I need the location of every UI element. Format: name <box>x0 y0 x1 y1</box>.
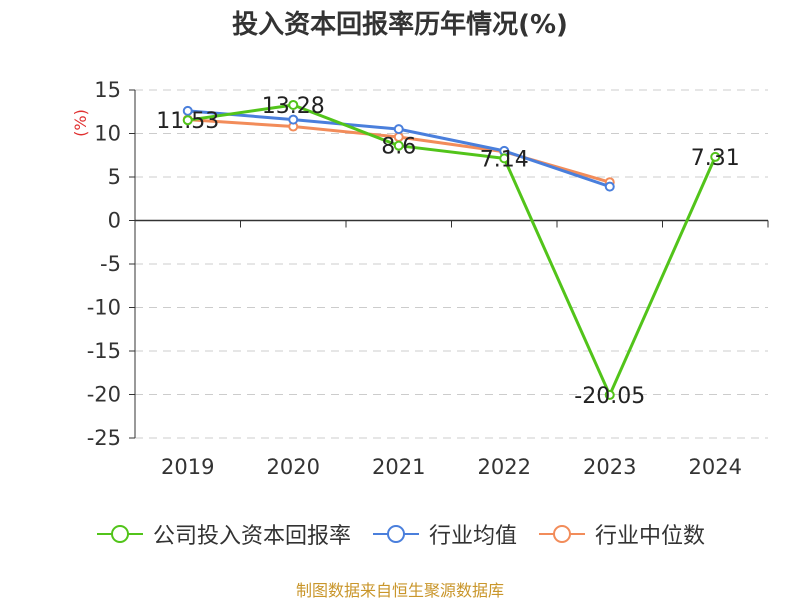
data-label: 7.14 <box>480 147 529 172</box>
x-tick-label: 2022 <box>478 455 531 479</box>
y-tick-label: -5 <box>100 252 121 276</box>
y-tick-label: -25 <box>87 426 121 450</box>
data-point <box>182 115 193 126</box>
legend-item-industry-mean[interactable]: 行业均值 <box>371 518 517 550</box>
series-line <box>187 103 717 397</box>
data-label: 13.28 <box>262 94 325 119</box>
x-tick-label: 2019 <box>161 455 214 479</box>
y-tick-label: 0 <box>108 209 121 233</box>
data-source: 制图数据来自恒生聚源数据库 <box>295 581 504 600</box>
data-point <box>710 151 721 162</box>
chart-title: 投入资本回报率历年情况(%) <box>232 10 568 40</box>
y-tick-label: -10 <box>87 296 121 320</box>
data-point <box>604 181 615 192</box>
legend-item-company[interactable]: 公司投入资本回报率 <box>95 518 351 550</box>
line-chart: 15 10 5 0 -5 -10 -15 -20 -25 2019 2020 2021 2022 2023… <box>87 78 769 479</box>
legend-item-industry-median[interactable]: 行业中位数 <box>537 518 705 550</box>
chart-legend: 公司投入资本回报率 行业均值 行业中位数 <box>0 518 800 550</box>
data-point <box>288 99 299 110</box>
legend-line-marker-icon <box>96 525 143 543</box>
y-tick-label: 5 <box>108 165 121 189</box>
legend-label: 公司投入资本回报率 <box>152 524 351 549</box>
data-label: -20.05 <box>574 384 645 409</box>
data-label: 8.6 <box>381 135 416 160</box>
data-point <box>499 153 510 164</box>
data-point <box>604 389 615 400</box>
y-tick-label: -20 <box>87 383 121 407</box>
x-tick-label: 2024 <box>689 455 742 479</box>
y-tick-label: 15 <box>94 78 121 102</box>
x-tick-label: 2023 <box>583 455 636 479</box>
data-label: 7.31 <box>691 146 740 171</box>
data-point <box>393 140 404 151</box>
legend-label: 行业中位数 <box>595 524 706 549</box>
legend-label: 行业均值 <box>428 524 517 549</box>
y-tick-label: -15 <box>87 339 121 363</box>
y-tick-label: 10 <box>94 122 121 146</box>
x-tick-label: 2020 <box>267 455 320 479</box>
data-point <box>393 124 404 135</box>
data-label: 11.53 <box>156 109 219 134</box>
legend-line-marker-icon <box>372 525 419 543</box>
data-point <box>288 114 299 125</box>
x-tick-label: 2021 <box>372 455 425 479</box>
data-point <box>182 105 193 116</box>
legend-line-marker-icon <box>539 525 585 543</box>
